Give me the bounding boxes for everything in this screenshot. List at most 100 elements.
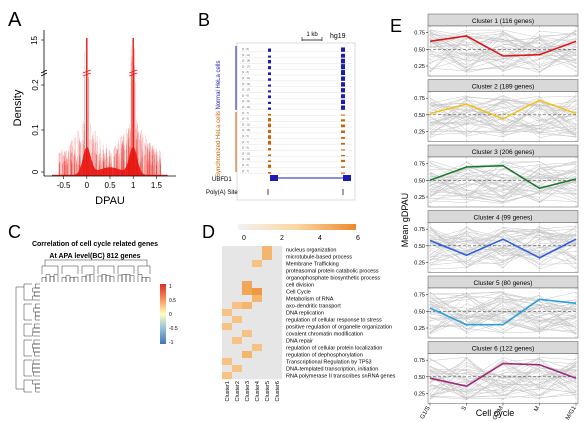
gene-line [429, 34, 577, 70]
cluster-facets: Cluster 1 (116 genes) 0.25 0.50 0.75 Cluster… [414, 13, 579, 404]
enrichment-cell [252, 372, 263, 380]
enrichment-cell [272, 372, 283, 380]
coverage-peak [268, 135, 271, 139]
term-label: microtubule-based process [286, 255, 352, 261]
cluster-mean-line [429, 164, 577, 190]
dendrogram-branch [35, 283, 40, 289]
colorbar-d-tick: 4 [318, 235, 322, 242]
enrichment-cell [252, 323, 263, 331]
gene-line [429, 168, 577, 196]
gene-line [429, 231, 577, 247]
cluster-labels: Cluster1 Cluster2 Cluster3 Cluster4 Cluster5… [225, 381, 281, 401]
xlabel-a: DPAU [95, 195, 125, 207]
dendrogram-branch [73, 276, 79, 282]
dendrogram-branch [61, 277, 67, 282]
dendrogram-branch [35, 387, 40, 393]
term-label: Cell Cycle [286, 290, 311, 296]
enrichment-cell [272, 330, 283, 338]
dendrogram-branch [34, 315, 40, 321]
coverage-peak [341, 94, 345, 99]
facet-title: Cluster 5 (80 genes) [474, 280, 533, 287]
term-label: regulation of dephosphorylation [286, 353, 363, 359]
enrichment-cell [232, 267, 243, 275]
dendrogram-branch [49, 276, 55, 282]
facet-title: Cluster 4 (99 genes) [474, 215, 533, 222]
enrichment-cell [272, 288, 283, 296]
dendrogram-branch [45, 274, 51, 282]
dendrogram-branch [81, 265, 95, 274]
ytick-label-e: 0.75 [414, 293, 425, 299]
coverage-peak [268, 160, 271, 162]
track-range: [0 - 8] [242, 47, 249, 51]
gene-line [429, 99, 577, 136]
coverage-peak [341, 142, 345, 145]
track-range: [0 - 13] [242, 157, 250, 161]
enrichment-cell [222, 344, 233, 352]
dendrogram-branch [97, 265, 115, 274]
enrichment-cell [222, 351, 233, 359]
colorbar-d [238, 224, 356, 230]
enrichment-cell [242, 267, 253, 275]
track-range: [0 - 9] [242, 146, 249, 150]
ytick-label-e: 0.25 [414, 326, 425, 332]
ytick-label-e: 0.75 [414, 162, 425, 168]
gene-line [429, 295, 577, 332]
dendrogram-branch [33, 371, 40, 377]
gene-line [429, 228, 577, 248]
coverage-peak [268, 78, 271, 81]
enrichment-cell [232, 309, 243, 317]
coverage-peak [341, 47, 345, 52]
gene-exon [343, 175, 351, 181]
dendrogram-branch [53, 274, 59, 282]
coverage-peak [341, 64, 345, 70]
enrichment-cell [252, 344, 263, 352]
colorbar-c [160, 284, 166, 344]
enrichment-cell [242, 337, 253, 345]
enrichment-cell [262, 330, 273, 338]
term-label: cell division [286, 283, 314, 289]
coverage-peak [341, 172, 345, 174]
term-label: organophosphate biosynthetic process [286, 276, 380, 282]
panel-c: C Correlation of cell cycle related gene… [8, 222, 178, 393]
ytick-label-e: 0.75 [414, 227, 425, 233]
coverage-peak [341, 155, 345, 157]
track-range: [0 - 11] [242, 151, 250, 155]
gene-line [429, 303, 577, 332]
coverage-peak [268, 117, 271, 122]
enrichment-cell [262, 309, 273, 317]
coverage-peak [268, 123, 271, 128]
dendrogram-branch [141, 277, 147, 282]
enrichment-cell [262, 246, 273, 254]
enrichment-cell [252, 246, 263, 254]
ytick-label-e: 0.75 [414, 96, 425, 102]
term-label: Transcriptional Regulation by TP53 [286, 360, 372, 366]
enrichment-cell [242, 330, 253, 338]
coverage-peak [268, 66, 271, 70]
facet-title: Cluster 1 (116 genes) [472, 18, 534, 25]
enrichment-cell [272, 274, 283, 282]
enrichment-cell [242, 253, 253, 261]
term-label: DNA replication [286, 311, 324, 317]
enrichment-cell [262, 267, 273, 275]
enrichment-cell [252, 330, 263, 338]
gene-line [429, 160, 577, 201]
enrichment-cell [222, 295, 233, 303]
gene-line [429, 236, 577, 263]
gene-line [429, 31, 577, 66]
gene-line [429, 95, 577, 135]
xtick-label: 1.5 [151, 181, 163, 190]
heatmap-title-2: At APA level(BC) 812 genes [49, 253, 140, 260]
enrichment-cell [222, 337, 233, 345]
track-range: [0 - 9] [242, 117, 249, 121]
ytick-a: 0.2 [31, 79, 40, 91]
coverage-peak [268, 129, 271, 133]
coverage-peak [341, 76, 345, 81]
cluster-label: Cluster2 [235, 381, 241, 401]
gene-line [429, 169, 577, 192]
enrichment-cell [242, 344, 253, 352]
term-label: DNA repair [286, 339, 313, 345]
coverage-peak [268, 59, 271, 64]
coverage-peak [341, 130, 345, 133]
enrichment-cell [222, 267, 233, 275]
